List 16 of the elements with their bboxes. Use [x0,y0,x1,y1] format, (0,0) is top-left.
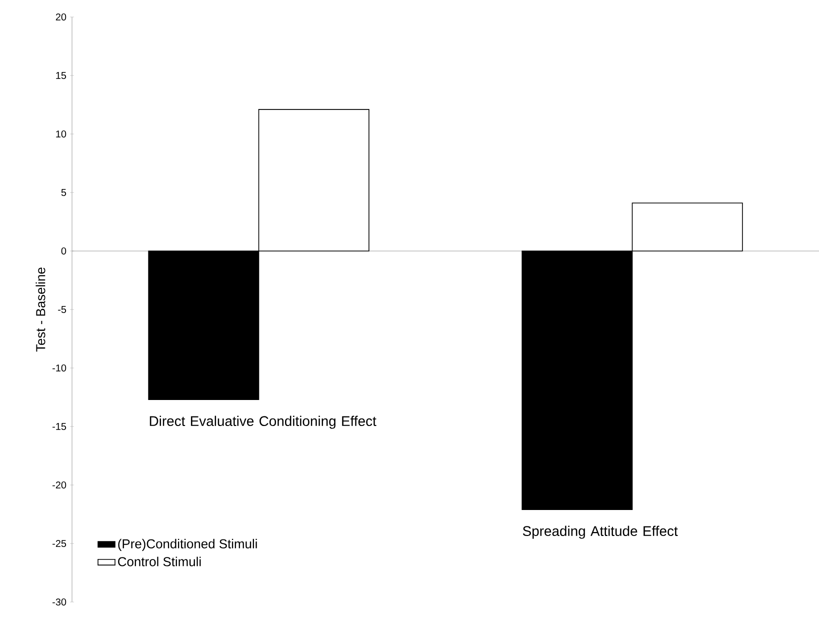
y-tick-label: -15 [52,423,66,430]
legend-label: Control Stimuli [118,556,201,566]
y-tick-label: -20 [52,481,66,489]
y-tick-label: -30 [52,598,66,606]
y-tick-label: -10 [52,364,66,372]
y-tick-label: -5 [58,306,66,313]
x-tick-label: Direct Evaluative Conditioning Effect [150,416,376,429]
y-tick-label: 5 [61,189,66,196]
legend-label: (Pre)Conditioned Stimuli [118,538,257,551]
y-tick-label: 20 [56,13,66,21]
y-tick-label: -25 [52,540,66,548]
y-tick-label: 10 [56,130,66,138]
y-axis-title: Test - Baseline [36,268,46,352]
y-tick-label: 15 [56,72,66,79]
x-tick-label: Spreading Attitude Effect [522,526,678,539]
y-tick-label: 0 [61,247,66,255]
